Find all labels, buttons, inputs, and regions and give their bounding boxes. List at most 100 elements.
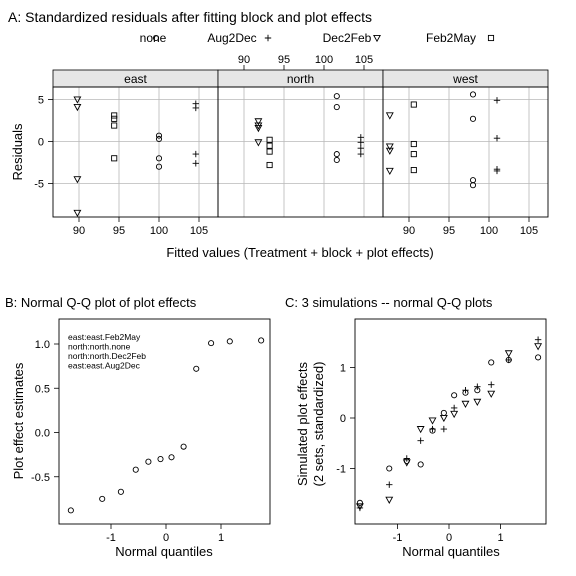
data-point-circle	[417, 461, 424, 468]
legend-symbol	[152, 34, 160, 42]
chart-a-xlabel: Fitted values (Treatment + block + plot …	[166, 245, 433, 260]
x-tick-label: -1	[393, 532, 403, 544]
x-tick-label: 90	[73, 225, 85, 237]
chart-b-title: B: Normal Q-Q plot of plot effects	[5, 295, 197, 310]
annotation-line: north:north.Dec2Feb	[68, 351, 146, 361]
x-tick-label-top: 100	[315, 54, 333, 66]
chart-b-xlabel: Normal quantiles	[115, 544, 213, 559]
chart-b-frame	[58, 318, 271, 525]
x-tick-label: 0	[446, 532, 452, 544]
annotation-line: east:east.Feb2May	[68, 332, 141, 342]
x-tick-label: 95	[443, 225, 455, 237]
data-point-triangle	[428, 417, 437, 425]
y-tick-label: 1	[340, 363, 346, 375]
data-point	[258, 337, 265, 344]
data-point-east-Dec2Feb	[73, 96, 82, 104]
data-point-triangle	[355, 503, 364, 511]
y-tick-label: 1.0	[35, 339, 50, 351]
x-tick-label: 100	[150, 225, 168, 237]
panel-label-north: north	[287, 72, 314, 86]
data-point	[208, 340, 215, 347]
chart-a: A: Standardized residuals after fitting …	[8, 9, 549, 260]
data-point-east-Dec2Feb	[73, 176, 82, 184]
data-point	[132, 466, 139, 473]
chart-c-ylabel: Simulated plot effects	[295, 361, 310, 486]
data-point-east-none	[155, 135, 163, 143]
data-point-plus	[450, 404, 458, 412]
data-point-north-Dec2Feb	[254, 139, 263, 147]
data-point-triangle	[461, 400, 470, 408]
x-tick-label: 100	[480, 225, 498, 237]
chart-c: C: 3 simulations -- normal Q-Q plots -1 0 1…	[285, 295, 547, 559]
data-point-east-Feb2May	[111, 115, 118, 122]
data-point-north-Feb2May	[266, 161, 273, 169]
data-point	[117, 488, 124, 495]
legend-symbol	[487, 34, 495, 42]
data-point-circle	[535, 354, 542, 361]
data-point-triangle	[450, 410, 459, 419]
y-tick-label: 0	[38, 137, 44, 149]
data-point-west-Aug2Dec	[493, 167, 501, 175]
legend-symbol	[373, 34, 381, 43]
chart-c-frame	[354, 318, 547, 525]
data-point-west-Feb2May	[410, 151, 417, 158]
x-tick-label: 95	[113, 225, 125, 237]
panel-label-west: west	[452, 72, 478, 86]
x-tick-label: 0	[163, 532, 169, 544]
data-point-triangle	[473, 398, 482, 406]
data-point	[168, 454, 175, 461]
data-point	[180, 443, 187, 450]
data-point	[99, 495, 106, 502]
data-point-north-Feb2May	[266, 142, 273, 149]
data-point-plus	[462, 387, 469, 394]
x-tick-label: 1	[218, 532, 224, 544]
data-point-west-Aug2Dec	[493, 97, 501, 104]
data-point-west-Feb2May	[410, 167, 417, 174]
data-point-west-Aug2Dec	[493, 134, 501, 142]
panel-label-east: east	[124, 72, 147, 86]
data-point-plus	[534, 336, 542, 343]
data-point-north-none	[333, 156, 340, 164]
data-point-circle	[386, 465, 393, 472]
data-point-west-Dec2Feb	[385, 147, 394, 155]
data-point	[157, 455, 164, 463]
data-point	[67, 507, 74, 514]
data-point-triangle	[439, 414, 448, 423]
data-point-circle	[356, 499, 363, 506]
data-point-north-Feb2May	[266, 136, 273, 143]
chart-b: B: Normal Q-Q plot of plot effects -1 0 1 -0…	[5, 295, 271, 559]
y-tick-label: -1	[336, 464, 346, 476]
data-point-triangle	[487, 390, 496, 398]
data-point-west-none	[469, 182, 477, 189]
y-tick-label: 0	[340, 413, 346, 425]
chart-c-xlabel: Normal quantiles	[402, 544, 500, 559]
data-point-north-Feb2May	[266, 148, 273, 155]
data-point-north-Aug2Dec	[357, 139, 364, 146]
data-point-triangle	[402, 459, 411, 467]
x-tick-label-top: 90	[238, 54, 250, 66]
data-point-east-Aug2Dec	[192, 160, 199, 167]
data-point-north-none	[333, 104, 340, 111]
x-tick-label: 90	[403, 225, 415, 237]
legend-label: Dec2Feb	[323, 31, 372, 45]
chart-a-ylabel: Residuals	[10, 123, 25, 181]
data-point-triangle	[504, 350, 513, 358]
data-point-circle	[488, 359, 495, 366]
annotation-line: north:north.none	[68, 342, 131, 352]
data-point-east-none	[155, 155, 163, 162]
data-point-west-Dec2Feb	[385, 167, 394, 176]
data-point-circle	[440, 409, 447, 417]
legend-label: Aug2Dec	[207, 31, 256, 45]
data-point-north-Aug2Dec	[357, 150, 364, 158]
data-point-plus	[474, 383, 481, 390]
legend-symbol	[264, 34, 272, 42]
data-point-triangle	[385, 496, 394, 504]
data-point-north-Dec2Feb	[254, 118, 263, 126]
data-point	[193, 365, 200, 372]
data-point-east-Dec2Feb	[73, 104, 82, 112]
y-tick-label: -5	[34, 179, 44, 191]
x-tick-label-top: 105	[355, 54, 373, 66]
chart-a-grid	[53, 87, 548, 217]
panel-frame-west	[382, 86, 549, 218]
